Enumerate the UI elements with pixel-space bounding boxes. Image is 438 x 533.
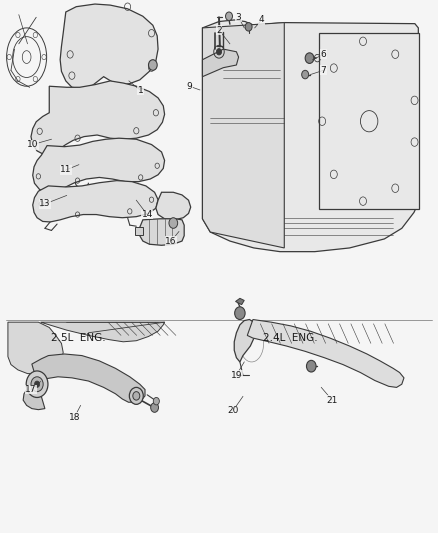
Circle shape (226, 12, 233, 20)
Circle shape (245, 22, 252, 31)
Polygon shape (247, 319, 404, 387)
Polygon shape (8, 322, 63, 374)
Circle shape (305, 53, 314, 63)
Circle shape (169, 217, 178, 228)
Polygon shape (135, 227, 143, 235)
Polygon shape (234, 319, 256, 362)
Polygon shape (33, 138, 165, 192)
Text: 6: 6 (321, 50, 326, 59)
Polygon shape (41, 322, 165, 342)
Circle shape (35, 381, 40, 387)
Text: 2.5L  ENG.: 2.5L ENG. (51, 333, 106, 343)
Circle shape (151, 403, 159, 413)
Text: 2.4L  ENG.: 2.4L ENG. (262, 333, 317, 343)
Circle shape (216, 49, 222, 55)
Text: 16: 16 (166, 237, 177, 246)
Text: 3: 3 (236, 13, 241, 22)
Text: 18: 18 (69, 413, 80, 422)
Circle shape (302, 70, 309, 79)
Circle shape (129, 387, 143, 405)
Text: 9: 9 (187, 82, 192, 91)
Text: 13: 13 (39, 199, 51, 208)
Text: 1: 1 (138, 86, 144, 95)
Polygon shape (202, 49, 239, 77)
Text: 11: 11 (60, 166, 71, 174)
Circle shape (235, 307, 245, 319)
Polygon shape (156, 192, 191, 220)
Text: 7: 7 (321, 66, 326, 75)
Circle shape (26, 371, 48, 398)
Text: 10: 10 (27, 140, 39, 149)
Polygon shape (60, 4, 158, 89)
Polygon shape (23, 354, 145, 410)
Text: 2: 2 (216, 26, 222, 35)
Text: 14: 14 (141, 210, 153, 219)
Text: 4: 4 (259, 15, 265, 25)
Text: 21: 21 (326, 395, 338, 405)
Circle shape (133, 392, 140, 400)
Circle shape (31, 377, 43, 392)
Polygon shape (31, 81, 165, 154)
Text: 20: 20 (227, 406, 239, 415)
Polygon shape (236, 298, 244, 305)
Circle shape (307, 360, 316, 372)
Polygon shape (319, 33, 419, 209)
Circle shape (153, 398, 159, 405)
Text: 17: 17 (25, 385, 37, 394)
Polygon shape (33, 181, 158, 222)
Circle shape (148, 60, 157, 70)
Polygon shape (202, 22, 284, 248)
Polygon shape (140, 219, 184, 245)
Text: 19: 19 (231, 370, 242, 379)
Polygon shape (202, 20, 418, 252)
